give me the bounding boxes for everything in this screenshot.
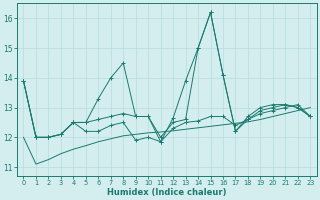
X-axis label: Humidex (Indice chaleur): Humidex (Indice chaleur): [107, 188, 227, 197]
